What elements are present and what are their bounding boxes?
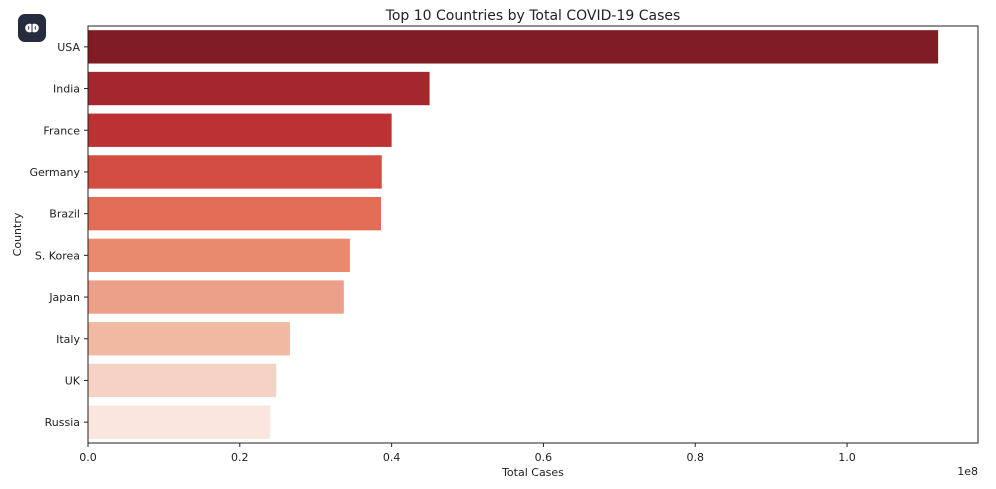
chart-title: Top 10 Countries by Total COVID-19 Cases <box>385 8 681 24</box>
x-tick-label: 0.8 <box>686 451 704 464</box>
bar-russia <box>88 405 271 439</box>
y-tick-label: Russia <box>45 416 80 429</box>
y-tick-label: Italy <box>56 333 80 346</box>
brain-icon[interactable] <box>18 14 46 42</box>
x-tick-label: 1.0 <box>838 451 856 464</box>
y-tick-label: USA <box>57 41 80 54</box>
y-tick-label: Japan <box>48 291 80 304</box>
x-axis-ticks: 0.0 0.2 0.4 0.6 0.8 1.0 <box>79 443 856 464</box>
bar-japan <box>88 280 344 314</box>
x-tick-label: 0.4 <box>383 451 401 464</box>
y-tick-label: India <box>53 83 80 96</box>
y-tick-label: Germany <box>29 166 80 179</box>
x-tick-label: 0.6 <box>535 451 553 464</box>
bar-france <box>88 113 392 147</box>
bar-usa <box>88 30 939 64</box>
bar-uk <box>88 363 277 398</box>
y-axis-ticks: USA India France Germany Brazil S. Korea Japan… <box>29 41 88 429</box>
bar-italy <box>88 322 290 356</box>
y-tick-label: France <box>43 124 80 137</box>
y-tick-label: Brazil <box>49 208 80 221</box>
bar-germany <box>88 155 382 189</box>
plot-frame <box>87 25 979 444</box>
x-tick-label: 0.2 <box>231 451 249 464</box>
x-axis-offset-label: 1e8 <box>957 465 978 478</box>
bars-group <box>88 30 939 439</box>
bar-india <box>88 71 430 106</box>
bar-brazil <box>88 196 381 231</box>
x-axis-label: Total Cases <box>501 466 564 479</box>
y-tick-label: S. Korea <box>35 249 80 262</box>
bar-s-korea <box>88 238 350 273</box>
y-axis-label: Country <box>11 212 24 256</box>
x-tick-label: 0.0 <box>79 451 97 464</box>
y-tick-label: UK <box>65 374 81 387</box>
